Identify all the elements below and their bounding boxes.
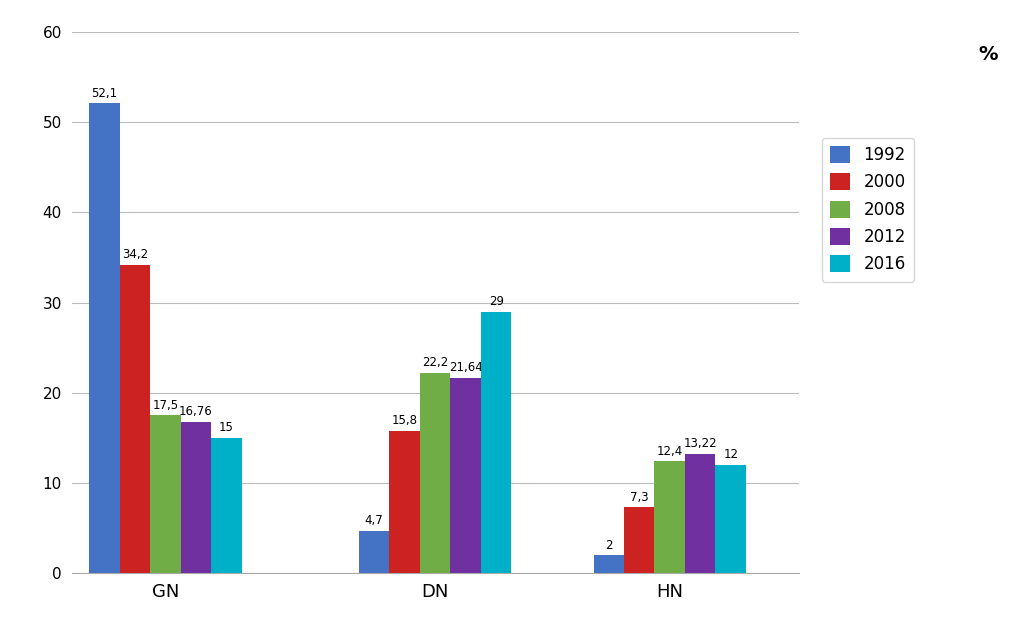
Text: 13,22: 13,22 [683,438,717,450]
Text: 4,7: 4,7 [365,514,384,527]
Bar [716,465,745,573]
Text: %: % [978,45,998,64]
Text: 16,76: 16,76 [179,405,213,419]
Bar [180,422,211,573]
Bar [151,415,180,573]
Bar [624,508,654,573]
Text: 2: 2 [605,539,612,552]
Bar [359,531,389,573]
Bar [420,373,451,573]
Legend: 1992, 2000, 2008, 2012, 2016: 1992, 2000, 2008, 2012, 2016 [821,138,914,282]
Text: 22,2: 22,2 [422,356,449,369]
Text: 12: 12 [723,448,738,461]
Text: 15: 15 [219,421,233,434]
Text: 15,8: 15,8 [392,414,418,427]
Bar [654,461,685,573]
Text: 34,2: 34,2 [122,248,148,261]
Bar [389,431,420,573]
Text: 7,3: 7,3 [630,491,648,504]
Bar [481,311,511,573]
Bar [451,378,481,573]
Text: 21,64: 21,64 [449,361,482,375]
Bar [685,454,716,573]
Bar [89,103,120,573]
Text: 52,1: 52,1 [91,87,118,99]
Bar [211,438,242,573]
Text: 12,4: 12,4 [656,445,683,458]
Text: 17,5: 17,5 [153,399,178,412]
Bar [594,555,624,573]
Text: 29: 29 [488,295,504,308]
Bar [120,264,151,573]
